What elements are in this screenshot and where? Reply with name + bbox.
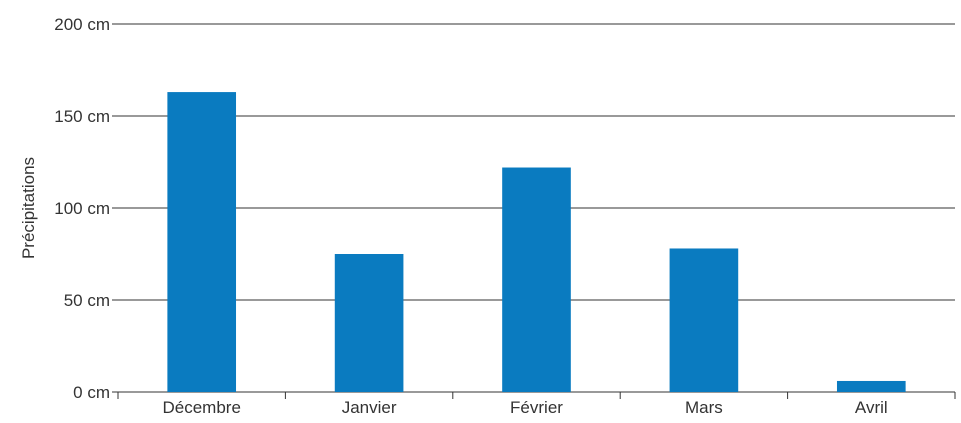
y-tick-label: 100 cm	[54, 199, 110, 218]
y-tick-label: 150 cm	[54, 107, 110, 126]
bar	[669, 248, 739, 392]
bar	[502, 167, 571, 392]
bars	[167, 92, 906, 392]
bar	[334, 254, 404, 392]
x-tick-label: Janvier	[342, 398, 397, 417]
x-tick-label: Avril	[855, 398, 888, 417]
y-tick-label: 200 cm	[54, 15, 110, 34]
bar	[167, 92, 237, 392]
bar	[836, 380, 906, 392]
x-axis: Décembre Janvier Février Mars Avril	[117, 392, 956, 417]
y-tick-label: 50 cm	[64, 291, 110, 310]
y-axis: 0 cm 50 cm 100 cm 150 cm 200 cm	[54, 15, 110, 402]
y-tick-label: 0 cm	[73, 383, 110, 402]
x-tick-label: Décembre	[162, 398, 240, 417]
y-axis-label: Précipitations	[19, 157, 38, 259]
x-tick-label: Février	[510, 398, 563, 417]
x-tick-label: Mars	[685, 398, 723, 417]
